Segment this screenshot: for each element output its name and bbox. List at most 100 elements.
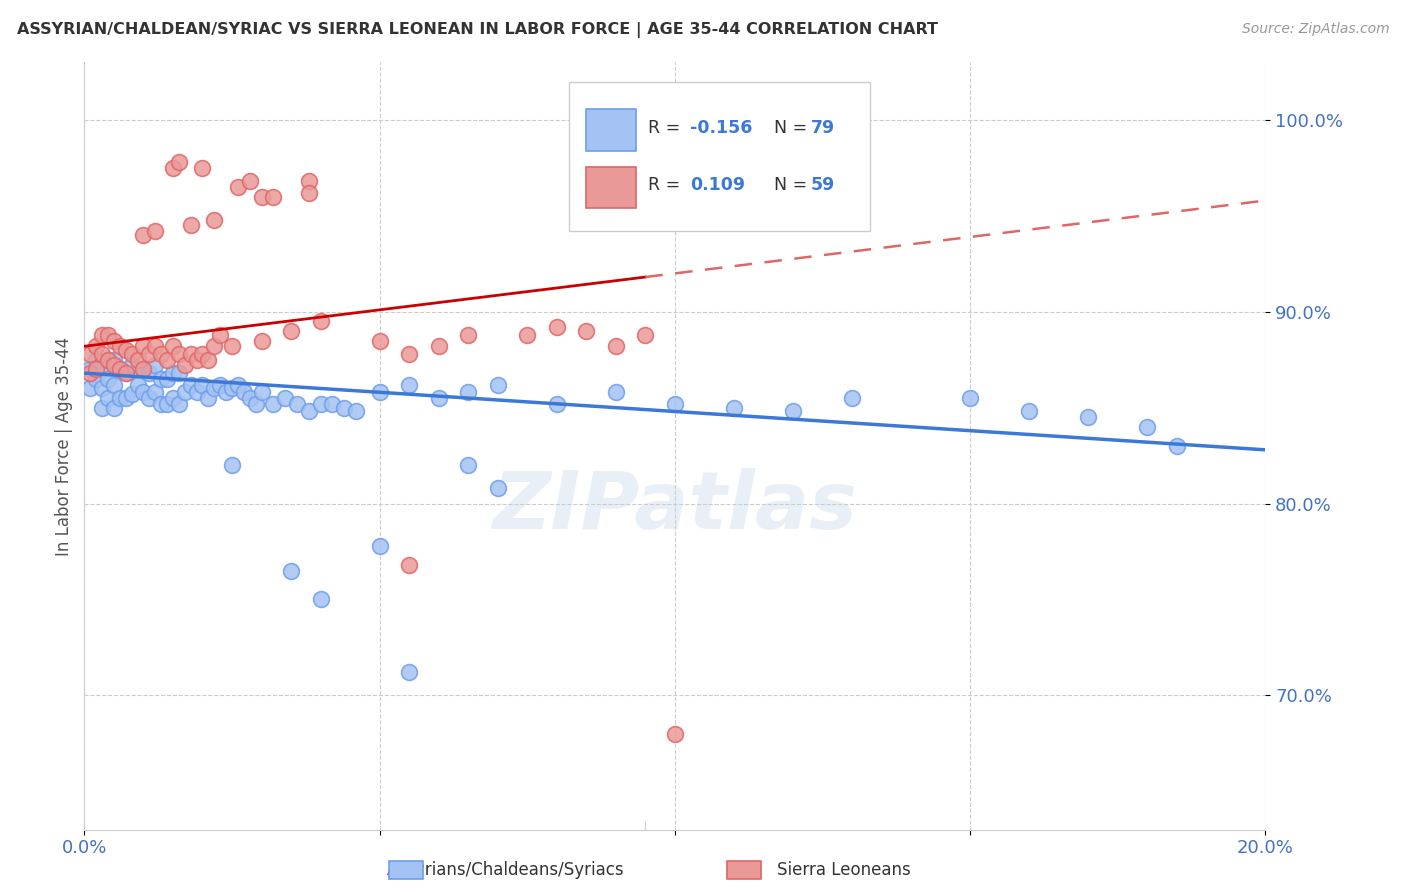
Point <box>167 155 190 169</box>
Point <box>84 352 107 367</box>
Point <box>280 324 302 338</box>
Point <box>132 385 155 400</box>
Point <box>262 189 284 203</box>
Point <box>121 359 143 373</box>
Point <box>191 377 214 392</box>
Point <box>132 228 155 243</box>
Point <box>180 347 202 361</box>
Point <box>121 387 143 401</box>
Point <box>250 189 273 203</box>
Point <box>232 385 254 400</box>
Point <box>191 161 214 175</box>
Point <box>298 186 321 200</box>
Point <box>634 327 657 342</box>
Point <box>103 401 125 415</box>
Point <box>79 362 101 376</box>
Point <box>138 347 160 361</box>
Point <box>84 362 107 376</box>
Point <box>79 366 101 380</box>
Text: 79: 79 <box>811 119 835 136</box>
Point <box>239 174 262 188</box>
Point <box>309 314 332 328</box>
Point <box>575 324 598 338</box>
Point <box>162 161 184 175</box>
Point <box>103 352 125 367</box>
Point <box>97 352 120 367</box>
FancyBboxPatch shape <box>586 109 636 151</box>
Text: ASSYRIAN/CHALDEAN/SYRIAC VS SIERRA LEONEAN IN LABOR FORCE | AGE 35-44 CORRELATIO: ASSYRIAN/CHALDEAN/SYRIAC VS SIERRA LEONE… <box>17 22 938 38</box>
Point <box>108 362 131 376</box>
Point <box>91 327 114 342</box>
Point <box>143 224 166 238</box>
Point <box>91 347 114 361</box>
Point <box>605 339 627 353</box>
Point <box>245 397 267 411</box>
Point <box>197 352 219 367</box>
Text: 0.109: 0.109 <box>690 177 745 194</box>
Point <box>605 385 627 400</box>
Point <box>180 377 202 392</box>
Point <box>97 391 120 405</box>
Point <box>127 377 149 392</box>
Point <box>132 362 155 376</box>
Point <box>173 385 195 400</box>
Point <box>309 397 332 411</box>
Point <box>114 366 136 380</box>
Point <box>221 381 243 395</box>
Point <box>191 347 214 361</box>
Point <box>1136 420 1159 434</box>
Point <box>202 212 225 227</box>
Point <box>162 339 184 353</box>
Point <box>250 334 273 348</box>
Point <box>156 372 179 386</box>
Point <box>333 401 356 415</box>
Point <box>156 352 179 367</box>
FancyBboxPatch shape <box>586 167 636 208</box>
Point <box>79 381 101 395</box>
Point <box>398 665 420 680</box>
Point <box>215 385 238 400</box>
Text: N =: N = <box>763 177 813 194</box>
Point <box>114 343 136 357</box>
Point <box>103 334 125 348</box>
Point <box>121 347 143 361</box>
Point <box>1018 404 1040 418</box>
Text: Source: ZipAtlas.com: Source: ZipAtlas.com <box>1241 22 1389 37</box>
Point <box>398 347 420 361</box>
Point <box>841 391 863 405</box>
Point <box>180 219 202 233</box>
Point <box>167 366 190 380</box>
Point <box>298 404 321 418</box>
Text: R =: R = <box>648 119 686 136</box>
Point <box>202 381 225 395</box>
Point <box>108 362 131 376</box>
Point <box>162 366 184 380</box>
Point <box>114 391 136 405</box>
Point <box>239 391 262 405</box>
Point <box>91 401 114 415</box>
Point <box>167 347 190 361</box>
Point <box>91 381 114 395</box>
Point <box>143 339 166 353</box>
Text: 59: 59 <box>811 177 835 194</box>
Point <box>344 404 367 418</box>
Point <box>280 564 302 578</box>
Point <box>143 385 166 400</box>
Point <box>79 347 101 361</box>
Point <box>84 372 107 386</box>
Point <box>782 404 804 418</box>
Point <box>143 359 166 373</box>
Point <box>197 391 219 405</box>
Text: Assyrians/Chaldeans/Syriacs: Assyrians/Chaldeans/Syriacs <box>387 861 626 879</box>
Point <box>398 558 420 572</box>
Point <box>91 362 114 376</box>
Point <box>132 362 155 376</box>
Point <box>457 385 479 400</box>
Point <box>226 377 249 392</box>
Text: R =: R = <box>648 177 686 194</box>
Text: ZIPatlas: ZIPatlas <box>492 468 858 547</box>
Point <box>546 397 568 411</box>
FancyBboxPatch shape <box>568 82 870 231</box>
Point <box>398 377 420 392</box>
Point <box>1166 439 1188 453</box>
